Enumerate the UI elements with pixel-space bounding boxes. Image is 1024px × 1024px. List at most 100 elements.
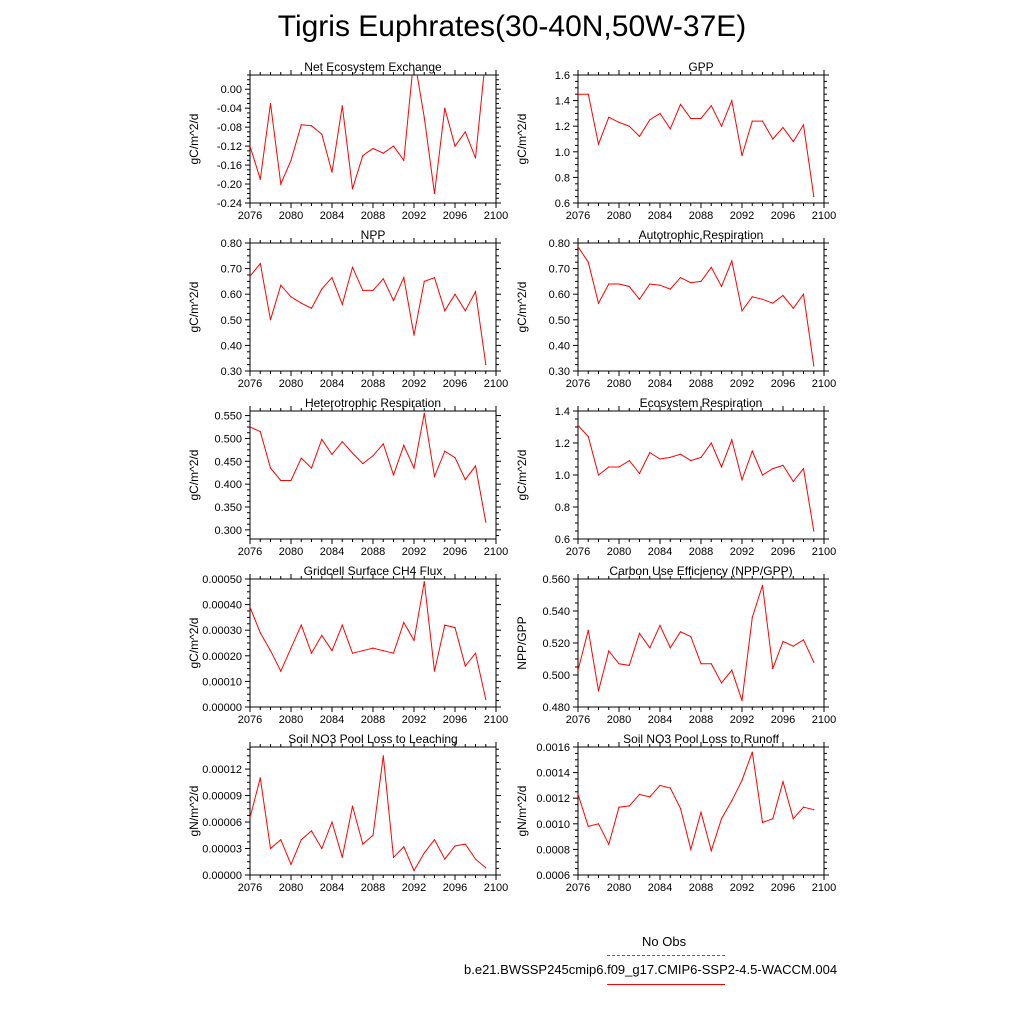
x-tick-label: 2100 [484, 714, 508, 726]
data-point [250, 145, 251, 147]
data-point [464, 131, 466, 133]
panel-title: Ecosystem Respiration [640, 396, 763, 410]
data-point [392, 145, 395, 147]
data-point [597, 690, 600, 692]
data-point [608, 466, 610, 468]
data-point [250, 606, 251, 608]
y-axis-label: NPP/GPP [515, 616, 529, 669]
data-point [290, 296, 292, 298]
x-tick-label: 2100 [484, 378, 508, 390]
x-tick-label: 2092 [402, 546, 426, 558]
x-tick-label: 2092 [730, 378, 754, 390]
y-tick-label: 0.60 [221, 289, 242, 301]
data-point [392, 474, 395, 476]
x-tick-label: 2088 [689, 714, 713, 726]
x-tick-label: 2096 [771, 378, 795, 390]
data-point [690, 636, 692, 638]
data-point [669, 288, 671, 290]
data-point [710, 442, 712, 444]
data-point [403, 159, 405, 161]
y-tick-label: 0.60 [549, 289, 570, 301]
x-tick-label: 2092 [402, 882, 426, 894]
y-tick-label: 0.560 [542, 574, 570, 586]
x-tick-label: 2080 [607, 210, 631, 222]
data-point [782, 294, 784, 297]
data-point [444, 450, 446, 452]
data-point [608, 843, 610, 845]
y-tick-label: 0.40 [549, 340, 570, 352]
x-tick-label: 2092 [402, 714, 426, 726]
y-tick-label: 0.400 [214, 479, 242, 491]
data-point [578, 793, 579, 795]
data-point [372, 289, 374, 291]
data-point [731, 260, 733, 262]
data-point [310, 467, 313, 469]
x-tick-label: 2096 [771, 714, 795, 726]
x-tick-label: 2096 [443, 714, 467, 726]
data-point [280, 479, 282, 482]
data-point [782, 780, 784, 783]
x-tick-label: 2076 [238, 882, 262, 894]
data-point [802, 293, 805, 295]
data-point [280, 839, 282, 841]
data-point [608, 283, 610, 285]
legend-obs-label: No Obs [642, 934, 687, 949]
data-point [341, 624, 343, 626]
data-point [321, 438, 323, 440]
data-point [772, 138, 774, 140]
data-point [587, 93, 589, 95]
data-point [464, 310, 466, 312]
data-point [392, 856, 395, 858]
data-point [710, 850, 712, 852]
y-tick-label: 1.6 [555, 70, 570, 82]
data-point [444, 624, 446, 626]
x-tick-label: 2076 [566, 546, 590, 558]
data-point [679, 276, 682, 279]
data-point [751, 616, 753, 619]
data-point [720, 125, 723, 127]
data-point [690, 460, 692, 462]
data-point [250, 426, 251, 428]
data-point [710, 266, 712, 268]
data-point [433, 192, 436, 195]
data-point [628, 664, 630, 667]
data-point [331, 650, 333, 652]
data-point [751, 450, 753, 452]
data-point [679, 103, 682, 106]
data-point [700, 280, 702, 282]
data-point [331, 276, 333, 279]
data-point [608, 650, 610, 652]
data-point [300, 457, 302, 459]
x-tick-label: 2088 [689, 378, 713, 390]
y-tick-label: 0.300 [214, 525, 242, 537]
x-tick-label: 2096 [771, 882, 795, 894]
plot-frame [249, 74, 497, 204]
data-point [679, 631, 682, 633]
y-tick-label: 0.40 [221, 340, 242, 352]
data-point [669, 647, 671, 649]
x-tick-label: 2084 [648, 378, 672, 390]
data-point [372, 834, 374, 836]
y-tick-label: -0.24 [217, 198, 242, 210]
legend-model-label: b.e21.BWSSP245cmip6.f09_g17.CMIP6-SSP2-4… [464, 962, 838, 977]
x-tick-label: 2096 [771, 210, 795, 222]
data-point [659, 458, 661, 460]
data-point [392, 300, 395, 302]
data-point [587, 629, 589, 631]
data-point [423, 280, 425, 282]
data-point [618, 121, 620, 123]
panel-5: Heterotrophic Respiration gC/m^2/d 2076 208… [187, 396, 508, 558]
panel-title: Soil NO3 Pool Loss to Leaching [288, 732, 457, 746]
data-point [321, 847, 323, 850]
x-tick-label: 2076 [238, 546, 262, 558]
data-point [741, 779, 743, 781]
y-tick-label: 0.480 [542, 702, 570, 714]
y-tick-label: 0.00003 [202, 844, 242, 856]
x-tick-label: 2096 [443, 378, 467, 390]
data-point [454, 627, 456, 629]
data-point [444, 107, 446, 109]
data-point [782, 464, 784, 466]
data-point [618, 466, 620, 468]
panel-2: GPP gC/m^2/d 2076 2080 2084 2088 2092 2096 2100 0… [515, 60, 836, 222]
data-point [454, 457, 456, 459]
